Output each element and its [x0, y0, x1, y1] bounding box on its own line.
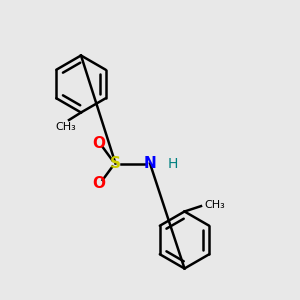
Text: O: O [92, 176, 106, 190]
Text: CH₃: CH₃ [56, 122, 76, 132]
Text: O: O [92, 136, 106, 152]
Text: H: H [167, 157, 178, 170]
Text: CH₃: CH₃ [204, 200, 225, 210]
Text: N: N [144, 156, 156, 171]
Text: S: S [110, 156, 121, 171]
